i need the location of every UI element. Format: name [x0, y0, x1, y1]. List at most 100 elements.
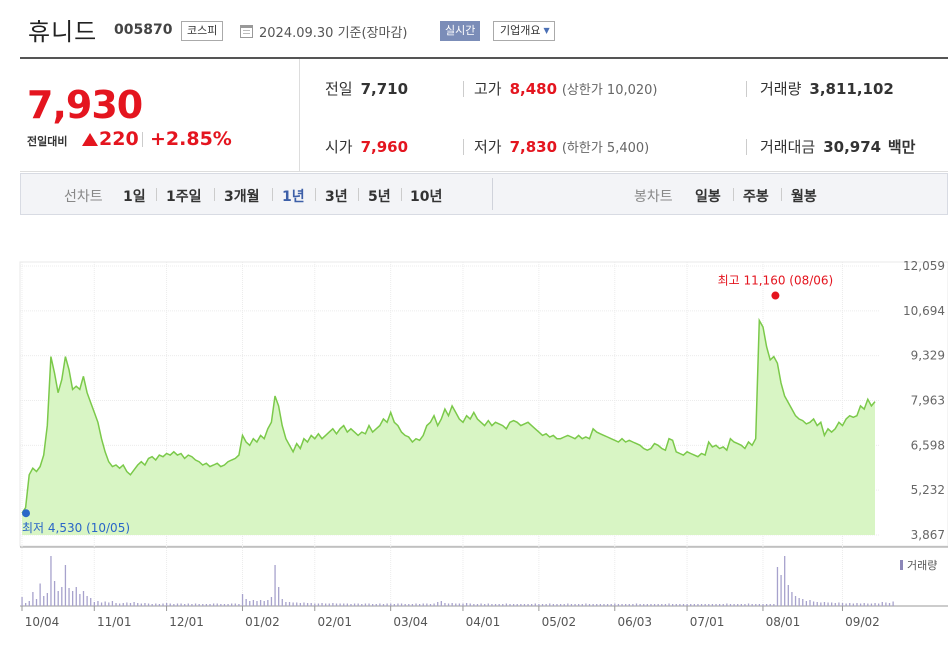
volume-bar — [802, 599, 804, 606]
volume-bar — [827, 602, 829, 606]
volume-bar — [144, 603, 146, 606]
tab-monthly-candle[interactable]: 월봉 — [791, 189, 817, 205]
volume-bar — [364, 603, 367, 606]
volume-bar — [646, 604, 648, 606]
volume-bar — [509, 604, 511, 606]
prev-close: 전일 7,710 — [325, 78, 408, 99]
volume-bar — [72, 591, 74, 606]
divider — [733, 188, 734, 201]
volume-bar — [104, 601, 106, 606]
volume-bar — [531, 604, 533, 606]
volume-bar — [643, 604, 645, 606]
volume-bar — [35, 599, 38, 606]
open-price-value: 7,960 — [360, 138, 409, 156]
volume-bar — [368, 603, 370, 606]
y-tick-label: 5,232 — [911, 483, 945, 497]
lower-limit: (하한가 5,400) — [561, 141, 650, 156]
volume-bar — [823, 602, 826, 606]
volume-bar — [462, 603, 464, 606]
x-tick-label: 02/01 — [317, 615, 352, 629]
volume-bar — [252, 600, 255, 606]
x-tick-label: 12/01 — [169, 615, 204, 629]
volume-bar — [234, 603, 236, 606]
x-tick-label: 01/02 — [245, 615, 280, 629]
volume-bar — [422, 603, 424, 606]
tab-10-years[interactable]: 10년 — [410, 189, 443, 205]
volume-bar — [400, 603, 403, 606]
x-tick-label: 11/01 — [97, 615, 132, 629]
volume-bar — [390, 603, 392, 606]
company-overview-dropdown[interactable]: 기업개요 ▼ — [493, 21, 555, 41]
low-price-value: 7,830 — [509, 138, 558, 156]
tab-1-week[interactable]: 1주일 — [166, 189, 202, 205]
tab-5-years[interactable]: 5년 — [368, 189, 391, 205]
volume-bar — [223, 604, 226, 606]
tab-3-years[interactable]: 3년 — [325, 189, 348, 205]
price-panel: 7,930 전일대비 220 +2.85% 전일 7,710 고가 8,480 (상… — [20, 57, 948, 172]
volume-bar — [852, 603, 855, 606]
volume-bar — [444, 603, 446, 606]
volume-bar — [502, 604, 504, 606]
tab-3-months[interactable]: 3개월 — [224, 189, 260, 205]
tab-1-year[interactable]: 1년 — [282, 189, 305, 205]
volume-bar — [885, 602, 887, 606]
high-price: 고가 8,480 (상한가 10,020) — [474, 78, 658, 99]
open-price-label: 시가 — [325, 138, 353, 156]
volume-bar — [787, 585, 789, 606]
volume-bar — [473, 604, 475, 606]
change-label: 전일대비 — [27, 135, 68, 148]
volume-bar — [415, 603, 417, 606]
divider — [746, 81, 747, 97]
volume-bar — [241, 594, 244, 606]
tab-weekly-candle[interactable]: 주봉 — [743, 189, 769, 205]
volume-bar — [653, 604, 656, 606]
volume-legend-label: 거래량 — [907, 559, 937, 572]
volume-bar — [888, 603, 891, 606]
realtime-button[interactable]: 실시간 — [440, 21, 481, 41]
volume-bar — [447, 603, 450, 606]
volume-bar — [39, 583, 41, 606]
volume-bar — [100, 602, 103, 606]
market-badge: 코스피 — [181, 21, 224, 41]
volume-bar — [614, 603, 616, 606]
volume-bar — [567, 603, 569, 606]
volume-bar — [191, 604, 193, 606]
volume-bar — [426, 603, 428, 606]
low-annotation: 최저 4,530 (10/05) — [22, 521, 130, 535]
volume-bar — [784, 556, 786, 606]
volume-bar — [187, 603, 189, 606]
high-annotation: 최고 11,160 (08/06) — [718, 274, 834, 288]
volume-bar — [162, 603, 164, 606]
plot-frame — [19, 261, 948, 547]
volume-bar — [180, 603, 182, 606]
volume-bar — [158, 604, 161, 606]
low-marker — [22, 509, 30, 518]
tab-1-day[interactable]: 1일 — [123, 189, 146, 205]
company-overview-label: 기업개요 — [500, 24, 541, 37]
y-tick-label: 12,059 — [903, 259, 945, 273]
volume-bar — [516, 604, 518, 606]
volume-bar — [697, 604, 699, 606]
volume-bar — [809, 600, 811, 606]
volume-bar — [350, 604, 352, 606]
volume-bar — [574, 604, 576, 606]
volume-bar — [267, 600, 269, 606]
volume-bar — [321, 603, 323, 606]
volume-bar — [538, 604, 540, 606]
volume-bars — [21, 556, 894, 606]
volume-bar — [361, 604, 363, 606]
current-price: 7,930 — [27, 83, 143, 127]
volume-bar — [231, 603, 233, 606]
stock-header: 휴니드 005870 코스피 2024.09.30 기준(장마감) 실시간 기업… — [0, 0, 948, 56]
volume-bar — [111, 601, 114, 606]
tab-daily-candle[interactable]: 일봉 — [695, 189, 721, 205]
volume-bar — [541, 604, 544, 606]
volume-bar — [617, 604, 620, 606]
volume-bar — [650, 604, 652, 606]
volume-bar — [751, 604, 753, 606]
volume-bar — [379, 603, 381, 606]
divider — [214, 188, 215, 201]
volume-bar — [534, 603, 536, 606]
volume-bar — [296, 602, 298, 606]
volume-bar — [306, 603, 309, 606]
